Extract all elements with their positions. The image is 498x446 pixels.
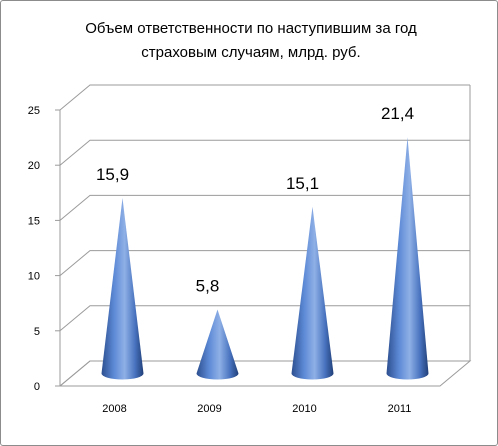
cone-body [196,309,239,380]
cone-body [386,137,429,380]
gridline [59,194,470,221]
x-axis-labels: 2008 2009 2010 2011 [102,403,411,415]
chart-title: Объем ответственности по наступившим за … [61,17,441,65]
gridline [59,84,470,111]
x-tick-label: 2011 [388,403,412,415]
cone-body [291,206,334,380]
y-tick-label: 25 [28,105,40,117]
cone-body [101,197,144,380]
cone-2009 [196,309,239,380]
y-tick-label: 20 [28,160,40,172]
y-tick-label: 0 [34,381,40,393]
data-labels: 15,9 5,8 15,1 21,4 [96,104,414,295]
gridline [59,250,470,276]
y-tick-label: 15 [28,215,40,227]
x-tick-label: 2010 [292,403,316,415]
chart-title-line-1: Объем ответственности по наступившим за … [85,20,417,37]
gridline [59,305,470,332]
y-tick-label: 5 [34,326,40,338]
data-label: 5,8 [196,276,220,295]
x-tick-label: 2008 [102,403,126,415]
data-label: 21,4 [381,104,414,123]
cone-2008 [101,197,144,380]
gridline [59,360,470,387]
cone-2010 [291,206,334,380]
data-label: 15,1 [286,174,319,193]
y-axis-ticks: 0 5 10 15 20 25 [28,105,60,393]
y-tick-label: 10 [28,271,40,283]
cones [101,137,429,380]
gridline [59,139,470,166]
x-tick-label: 2009 [197,403,221,415]
cone-2011 [386,137,429,380]
gridlines [59,84,470,387]
data-label: 15,9 [96,165,129,184]
chart-title-line-2: страховым случаям, млрд. руб. [141,44,361,61]
